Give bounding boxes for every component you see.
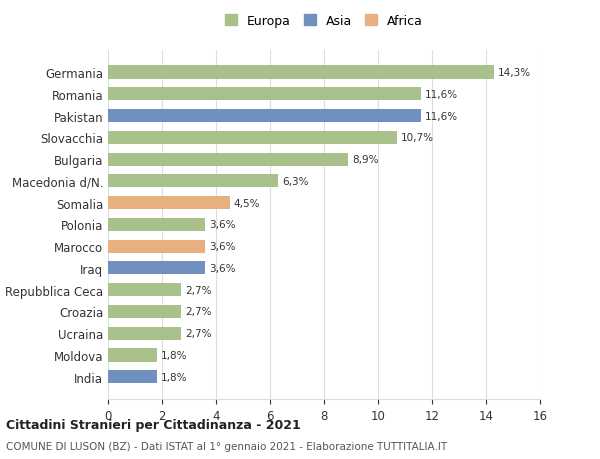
Text: COMUNE DI LUSON (BZ) - Dati ISTAT al 1° gennaio 2021 - Elaborazione TUTTITALIA.I: COMUNE DI LUSON (BZ) - Dati ISTAT al 1° … (6, 441, 447, 451)
Text: 3,6%: 3,6% (209, 263, 236, 274)
Text: 2,7%: 2,7% (185, 307, 211, 317)
Text: 11,6%: 11,6% (425, 112, 458, 121)
Bar (108, 349, 157, 362)
Bar (108, 370, 157, 383)
Text: 1,8%: 1,8% (161, 350, 187, 360)
Bar (108, 88, 421, 101)
Text: 14,3%: 14,3% (498, 68, 531, 78)
Text: 1,8%: 1,8% (161, 372, 187, 382)
Bar (108, 175, 278, 188)
Bar (108, 153, 348, 166)
Bar (108, 327, 181, 340)
Text: 10,7%: 10,7% (401, 133, 434, 143)
Bar (108, 196, 229, 210)
Bar (108, 110, 421, 123)
Text: Cittadini Stranieri per Cittadinanza - 2021: Cittadini Stranieri per Cittadinanza - 2… (6, 418, 301, 431)
Bar (108, 240, 205, 253)
Bar (108, 132, 397, 145)
Text: 2,7%: 2,7% (185, 329, 211, 338)
Text: 4,5%: 4,5% (233, 198, 260, 208)
Text: 3,6%: 3,6% (209, 241, 236, 252)
Text: 3,6%: 3,6% (209, 220, 236, 230)
Bar (108, 284, 181, 297)
Bar (108, 262, 205, 275)
Legend: Europa, Asia, Africa: Europa, Asia, Africa (221, 11, 427, 32)
Bar (108, 218, 205, 231)
Bar (108, 305, 181, 318)
Text: 6,3%: 6,3% (282, 176, 308, 186)
Bar (108, 67, 494, 79)
Text: 8,9%: 8,9% (352, 155, 379, 165)
Text: 2,7%: 2,7% (185, 285, 211, 295)
Text: 11,6%: 11,6% (425, 90, 458, 100)
